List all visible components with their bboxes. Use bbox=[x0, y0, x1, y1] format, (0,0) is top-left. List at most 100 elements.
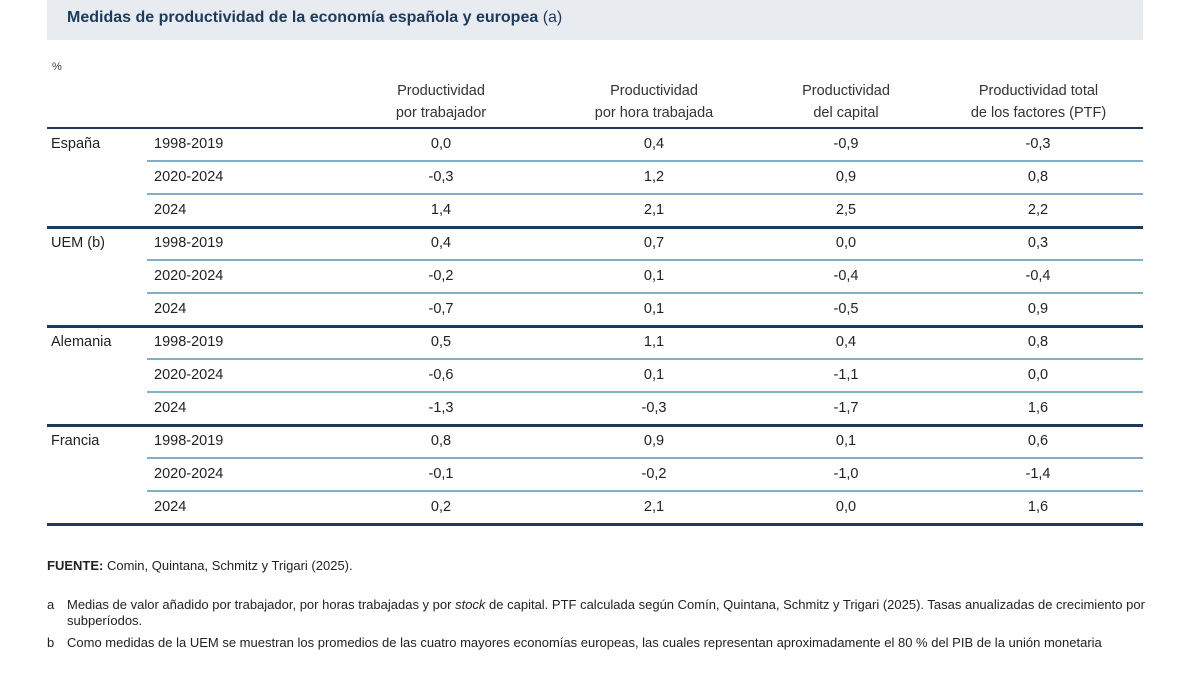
table-title-main: Medidas de productividad de la economía … bbox=[67, 9, 539, 26]
value-cell: 0,0 bbox=[430, 136, 452, 152]
value-cell: -0,7 bbox=[428, 301, 454, 317]
period-label: 2024 bbox=[154, 499, 187, 515]
value-cell: 0,4 bbox=[430, 235, 452, 251]
row-divider bbox=[147, 259, 1143, 261]
column-header-productividad-hora: Productividad por hora trabajada bbox=[574, 80, 734, 124]
table-row: 2020-2024 -0,6 0,1 -1,1 0,0 bbox=[47, 360, 1143, 393]
period-label: 2024 bbox=[154, 400, 187, 416]
value-cell: 1,1 bbox=[643, 334, 665, 350]
value-cell: 0,0 bbox=[835, 235, 857, 251]
group-divider bbox=[47, 523, 1143, 526]
table-row: 2020-2024 -0,3 1,2 0,9 0,8 bbox=[47, 162, 1143, 195]
table-row: 2024 1,4 2,1 2,5 2,2 bbox=[47, 195, 1143, 228]
value-cell: 1,6 bbox=[1027, 400, 1049, 416]
period-label: 2024 bbox=[154, 301, 187, 317]
table-row: Francia 1998-2019 0,8 0,9 0,1 0,6 bbox=[47, 426, 1143, 459]
value-cell: 0,8 bbox=[430, 433, 452, 449]
unit-label: % bbox=[52, 61, 62, 73]
group-divider bbox=[47, 226, 1143, 229]
value-cell: -0,5 bbox=[833, 301, 859, 317]
value-cell: -1,1 bbox=[833, 367, 859, 383]
column-header-line2: del capital bbox=[813, 105, 879, 121]
value-cell: 0,7 bbox=[643, 235, 665, 251]
period-label: 1998-2019 bbox=[154, 334, 224, 350]
table-row: 2020-2024 -0,2 0,1 -0,4 -0,4 bbox=[47, 261, 1143, 294]
period-label: 2020-2024 bbox=[154, 367, 224, 383]
footnote-mark: b bbox=[47, 635, 55, 650]
value-cell: 0,1 bbox=[643, 268, 665, 284]
row-divider bbox=[147, 358, 1143, 360]
value-cell: -0,3 bbox=[428, 169, 454, 185]
value-cell: 0,1 bbox=[643, 367, 665, 383]
group-divider bbox=[47, 424, 1143, 427]
period-label: 2020-2024 bbox=[154, 169, 224, 185]
column-header-line1: Productividad bbox=[397, 83, 485, 99]
header-divider bbox=[47, 127, 1143, 129]
value-cell: -0,3 bbox=[641, 400, 667, 416]
table-title-suffix: (a) bbox=[542, 9, 563, 26]
value-cell: -0,3 bbox=[1025, 136, 1051, 152]
column-header-productividad-capital: Productividad del capital bbox=[776, 80, 916, 124]
value-cell: 2,2 bbox=[1027, 202, 1049, 218]
source-text: Comin, Quintana, Schmitz y Trigari (2025… bbox=[106, 558, 353, 573]
value-cell: 1,6 bbox=[1027, 499, 1049, 515]
footnote-mark: a bbox=[47, 597, 55, 612]
value-cell: 0,5 bbox=[430, 334, 452, 350]
column-header-line2: de los factores (PTF) bbox=[970, 105, 1107, 121]
value-cell: 0,2 bbox=[430, 499, 452, 515]
value-cell: -0,9 bbox=[833, 136, 859, 152]
country-label: UEM (b) bbox=[51, 235, 105, 251]
column-header-line1: Productividad bbox=[802, 83, 890, 99]
row-divider bbox=[147, 391, 1143, 393]
value-cell: 1,4 bbox=[430, 202, 452, 218]
value-cell: 2,1 bbox=[643, 202, 665, 218]
value-cell: -1,0 bbox=[833, 466, 859, 482]
country-label: Francia bbox=[51, 433, 100, 449]
table-row: 2024 -1,3 -0,3 -1,7 1,6 bbox=[47, 393, 1143, 426]
value-cell: 0,9 bbox=[1027, 301, 1049, 317]
table-row: Alemania 1998-2019 0,5 1,1 0,4 0,8 bbox=[47, 327, 1143, 360]
value-cell: -0,4 bbox=[1025, 268, 1051, 284]
value-cell: 0,0 bbox=[1027, 367, 1049, 383]
period-label: 1998-2019 bbox=[154, 235, 224, 251]
country-label: España bbox=[51, 136, 101, 152]
row-divider bbox=[147, 490, 1143, 492]
value-cell: 0,1 bbox=[835, 433, 857, 449]
group-divider bbox=[47, 325, 1143, 328]
value-cell: -1,3 bbox=[428, 400, 454, 416]
value-cell: 0,6 bbox=[1027, 433, 1049, 449]
value-cell: -0,2 bbox=[641, 466, 667, 482]
column-header-line1: Productividad total bbox=[978, 83, 1099, 99]
table-row: 2024 -0,7 0,1 -0,5 0,9 bbox=[47, 294, 1143, 327]
value-cell: 0,1 bbox=[643, 301, 665, 317]
table-row: 2020-2024 -0,1 -0,2 -1,0 -1,4 bbox=[47, 459, 1143, 492]
value-cell: 0,3 bbox=[1027, 235, 1049, 251]
period-label: 2020-2024 bbox=[154, 466, 224, 482]
column-header-ptf: Productividad total de los factores (PTF… bbox=[951, 80, 1126, 124]
table-row: España 1998-2019 0,0 0,4 -0,9 -0,3 bbox=[47, 129, 1143, 162]
value-cell: 0,0 bbox=[835, 499, 857, 515]
table-row: 2024 0,2 2,1 0,0 1,6 bbox=[47, 492, 1143, 525]
value-cell: 0,4 bbox=[835, 334, 857, 350]
period-label: 2020-2024 bbox=[154, 268, 224, 284]
table-title: Medidas de productividad de la economía … bbox=[67, 9, 562, 27]
value-cell: 2,5 bbox=[835, 202, 857, 218]
footnote-text: Como medidas de la UEM se muestran los p… bbox=[67, 635, 1102, 650]
value-cell: 0,4 bbox=[643, 136, 665, 152]
value-cell: -1,7 bbox=[833, 400, 859, 416]
value-cell: 2,1 bbox=[643, 499, 665, 515]
footnote-b: b Como medidas de la UEM se muestran los… bbox=[47, 635, 1147, 651]
source-label: FUENTE: bbox=[47, 558, 104, 573]
table-row: UEM (b) 1998-2019 0,4 0,7 0,0 0,3 bbox=[47, 228, 1143, 261]
value-cell: -0,4 bbox=[833, 268, 859, 284]
value-cell: 0,9 bbox=[643, 433, 665, 449]
value-cell: -0,1 bbox=[428, 466, 454, 482]
row-divider bbox=[147, 193, 1143, 195]
value-cell: 0,8 bbox=[1027, 169, 1049, 185]
column-header-line2: por trabajador bbox=[395, 105, 487, 121]
title-bar: Medidas de productividad de la economía … bbox=[47, 0, 1143, 40]
column-header-line1: Productividad bbox=[610, 83, 698, 99]
value-cell: 0,9 bbox=[835, 169, 857, 185]
source-note: FUENTE: Comin, Quintana, Schmitz y Triga… bbox=[47, 558, 353, 573]
value-cell: 1,2 bbox=[643, 169, 665, 185]
